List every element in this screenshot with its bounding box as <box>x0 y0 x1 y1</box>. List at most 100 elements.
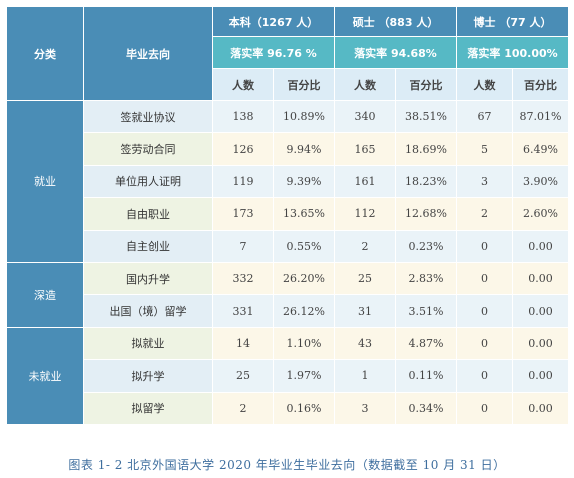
rate-doctor: 落实率 100.00% <box>456 36 570 69</box>
count-label: 人数 <box>456 68 514 101</box>
category-header: 分类 <box>6 6 84 101</box>
percent-cell: 1.97% <box>272 359 336 393</box>
percent-cell: 3.90% <box>512 164 570 199</box>
percent-cell: 4.87% <box>395 326 458 361</box>
table-row: 签劳动合同 126 9.94% 165 18.69% 5 6.49% <box>7 132 570 166</box>
percent-cell: 6.49% <box>512 132 570 166</box>
percent-cell: 9.94% <box>272 132 336 166</box>
percent-cell: 0.00 <box>512 294 570 328</box>
destination-cell: 自由职业 <box>83 197 213 231</box>
count-label: 人数 <box>334 68 397 101</box>
percent-cell: 2.60% <box>512 197 570 231</box>
count-cell: 25 <box>212 359 274 393</box>
count-cell: 3 <box>456 164 514 199</box>
table-row: 出国（境）留学 331 26.12% 31 3.51% 0 0.00 <box>7 294 570 328</box>
percent-cell: 2.83% <box>395 261 458 296</box>
percent-cell: 0.00 <box>512 326 570 361</box>
count-cell: 5 <box>456 132 514 166</box>
group-header-doctor: 博士 （77 人） <box>456 6 570 37</box>
destination-cell: 拟留学 <box>83 391 213 425</box>
destination-cell: 签劳动合同 <box>83 132 213 166</box>
count-label: 人数 <box>212 68 274 101</box>
count-cell: 332 <box>212 261 274 296</box>
category-cell: 就业 <box>6 100 84 263</box>
percent-cell: 18.69% <box>395 132 458 166</box>
percent-label: 百分比 <box>395 68 458 101</box>
percent-cell: 18.23% <box>395 164 458 199</box>
percent-cell: 3.51% <box>395 294 458 328</box>
count-cell: 25 <box>334 261 397 296</box>
table-body: 就业 签就业协议 138 10.89% 340 38.51% 67 87.01% 签劳动合同 12… <box>6 99 570 425</box>
count-cell: 0 <box>456 391 514 425</box>
count-cell: 331 <box>212 294 274 328</box>
count-cell: 1 <box>334 359 397 393</box>
table-row: 自由职业 173 13.65% 112 12.68% 2 2.60% <box>7 197 570 231</box>
count-cell: 126 <box>212 132 274 166</box>
percent-cell: 1.10% <box>272 326 336 361</box>
table-row: 单位用人证明 119 9.39% 161 18.23% 3 3.90% <box>7 164 570 199</box>
table-row: 拟升学 25 1.97% 1 0.11% 0 0.00 <box>7 359 570 393</box>
count-cell: 2 <box>456 197 514 231</box>
percent-cell: 0.00 <box>512 359 570 393</box>
count-cell: 14 <box>212 326 274 361</box>
destination-cell: 签就业协议 <box>83 99 213 134</box>
percent-cell: 0.34% <box>395 391 458 425</box>
count-cell: 340 <box>334 99 397 134</box>
percent-cell: 13.65% <box>272 197 336 231</box>
count-cell: 67 <box>456 99 514 134</box>
count-cell: 161 <box>334 164 397 199</box>
percent-cell: 26.12% <box>272 294 336 328</box>
group-header-master: 硕士 （883 人） <box>334 6 458 37</box>
percent-label: 百分比 <box>272 68 336 101</box>
percent-cell: 0.55% <box>272 229 336 263</box>
percent-cell: 0.00 <box>512 229 570 263</box>
destination-cell: 单位用人证明 <box>83 164 213 199</box>
percent-cell: 0.00 <box>512 261 570 296</box>
percent-cell: 0.23% <box>395 229 458 263</box>
count-cell: 119 <box>212 164 274 199</box>
count-cell: 43 <box>334 326 397 361</box>
count-cell: 138 <box>212 99 274 134</box>
graduate-destination-table: 分类 毕业去向 本科（1267 人） 硕士 （883 人） 博士 （77 人） … <box>6 6 570 425</box>
count-cell: 0 <box>456 229 514 263</box>
table-caption: 图表 1- 2 北京外国语大学 2020 年毕业生毕业去向（数据截至 10 月 … <box>68 458 506 472</box>
destination-cell: 出国（境）留学 <box>83 294 213 328</box>
count-cell: 2 <box>334 229 397 263</box>
table-row: 自主创业 7 0.55% 2 0.23% 0 0.00 <box>7 229 570 263</box>
category-cell: 深造 <box>6 261 84 328</box>
category-cell: 未就业 <box>6 326 84 425</box>
destination-cell: 自主创业 <box>83 229 213 263</box>
rate-master: 落实率 94.68% <box>334 36 458 69</box>
percent-cell: 12.68% <box>395 197 458 231</box>
percent-cell: 0.16% <box>272 391 336 425</box>
percent-cell: 10.89% <box>272 99 336 134</box>
percent-label: 百分比 <box>512 68 570 101</box>
destination-header: 毕业去向 <box>83 6 213 101</box>
rate-bachelor: 落实率 96.76 % <box>211 36 336 69</box>
count-cell: 112 <box>334 197 397 231</box>
count-cell: 0 <box>456 326 514 361</box>
count-cell: 7 <box>212 229 274 263</box>
percent-cell: 9.39% <box>272 164 336 199</box>
destination-cell: 拟就业 <box>83 326 213 361</box>
table-row: 拟留学 2 0.16% 3 0.34% 0 0.00 <box>7 391 570 425</box>
percent-cell: 0.00 <box>512 391 570 425</box>
table-row: 深造 国内升学 332 26.20% 25 2.83% 0 0.00 <box>6 261 570 328</box>
table-row: 就业 签就业协议 138 10.89% 340 38.51% 67 87.01% <box>6 99 570 263</box>
count-cell: 2 <box>212 391 274 425</box>
percent-cell: 26.20% <box>272 261 336 296</box>
count-cell: 3 <box>334 391 397 425</box>
count-cell: 0 <box>456 359 514 393</box>
count-cell: 0 <box>456 294 514 328</box>
count-cell: 173 <box>212 197 274 231</box>
table-row: 未就业 拟就业 14 1.10% 43 4.87% 0 0.00 <box>6 326 570 425</box>
count-cell: 165 <box>334 132 397 166</box>
destination-cell: 拟升学 <box>83 359 213 393</box>
count-cell: 31 <box>334 294 397 328</box>
percent-cell: 0.11% <box>395 359 458 393</box>
group-header-bachelor: 本科（1267 人） <box>211 6 336 37</box>
percent-cell: 38.51% <box>395 99 458 134</box>
destination-cell: 国内升学 <box>83 261 213 296</box>
count-cell: 0 <box>456 261 514 296</box>
percent-cell: 87.01% <box>512 99 570 134</box>
